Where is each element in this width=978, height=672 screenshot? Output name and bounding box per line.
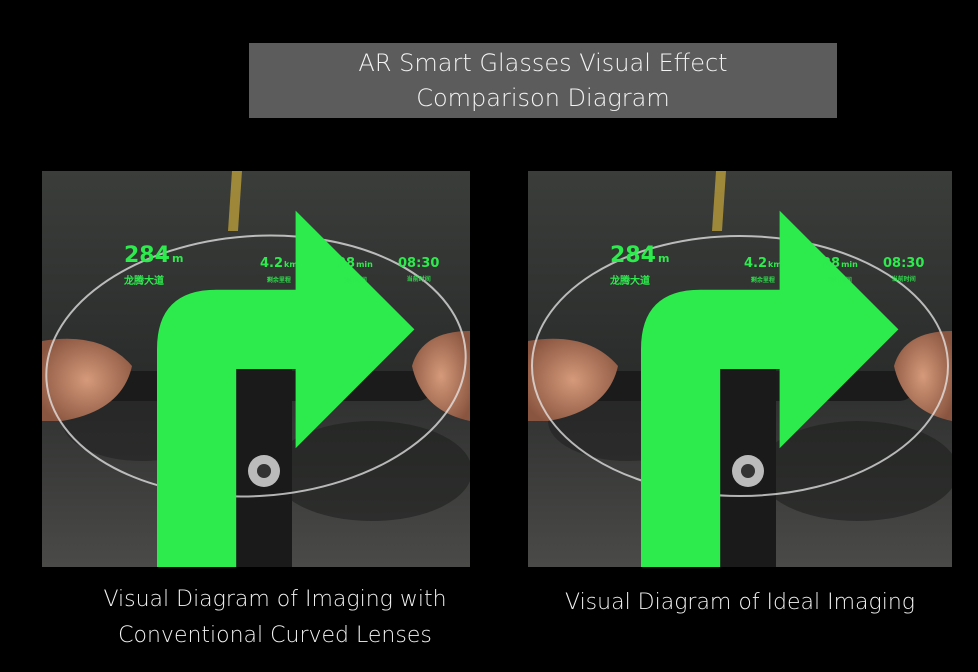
turn-distance: 284 m [610, 243, 670, 268]
turn-right-arrow-icon [641, 210, 899, 567]
estimated-time: 28min 预计时间 [337, 256, 373, 285]
hud-overlay-right: 284 m 龙腾大道 4.2km 剩余里程 28min 预计时间 08:30 当前… [528, 171, 952, 567]
title-banner: AR Smart Glasses Visual Effect Compariso… [249, 43, 837, 118]
hud-overlay-left: 284 m 龙腾大道 4.2km 剩余里程 28min 预计时间 08:30 当前… [42, 171, 470, 567]
road-name: 龙腾大道 [124, 276, 164, 287]
caption-line-2: Conventional Curved Lenses [118, 623, 432, 648]
turn-right-arrow-icon [157, 210, 415, 567]
ideal-imaging-image: 284 m 龙腾大道 4.2km 剩余里程 28min 预计时间 08:30 当前… [528, 171, 952, 567]
conventional-lens-image: 284 m 龙腾大道 4.2km 剩余里程 28min 预计时间 08:30 当前… [42, 171, 470, 567]
cycling-scene-left [42, 171, 470, 567]
current-time: 08:30 当前时间 [883, 256, 925, 284]
remaining-distance: 4.2km 剩余里程 [744, 256, 782, 285]
remaining-distance: 4.2km 剩余里程 [260, 256, 298, 285]
current-time: 08:30 当前时间 [398, 256, 440, 284]
estimated-time: 28min 预计时间 [822, 256, 858, 285]
title-line-1: AR Smart Glasses Visual Effect [358, 48, 728, 77]
turn-distance: 284 m [124, 243, 184, 268]
conventional-lens-caption: Visual Diagram of Imaging with Conventio… [42, 582, 508, 654]
ideal-imaging-caption: Visual Diagram of Ideal Imaging [565, 590, 915, 615]
title-line-2: Comparison Diagram [416, 83, 670, 112]
caption-line-1: Visual Diagram of Imaging with [103, 587, 447, 612]
road-name: 龙腾大道 [610, 276, 650, 287]
